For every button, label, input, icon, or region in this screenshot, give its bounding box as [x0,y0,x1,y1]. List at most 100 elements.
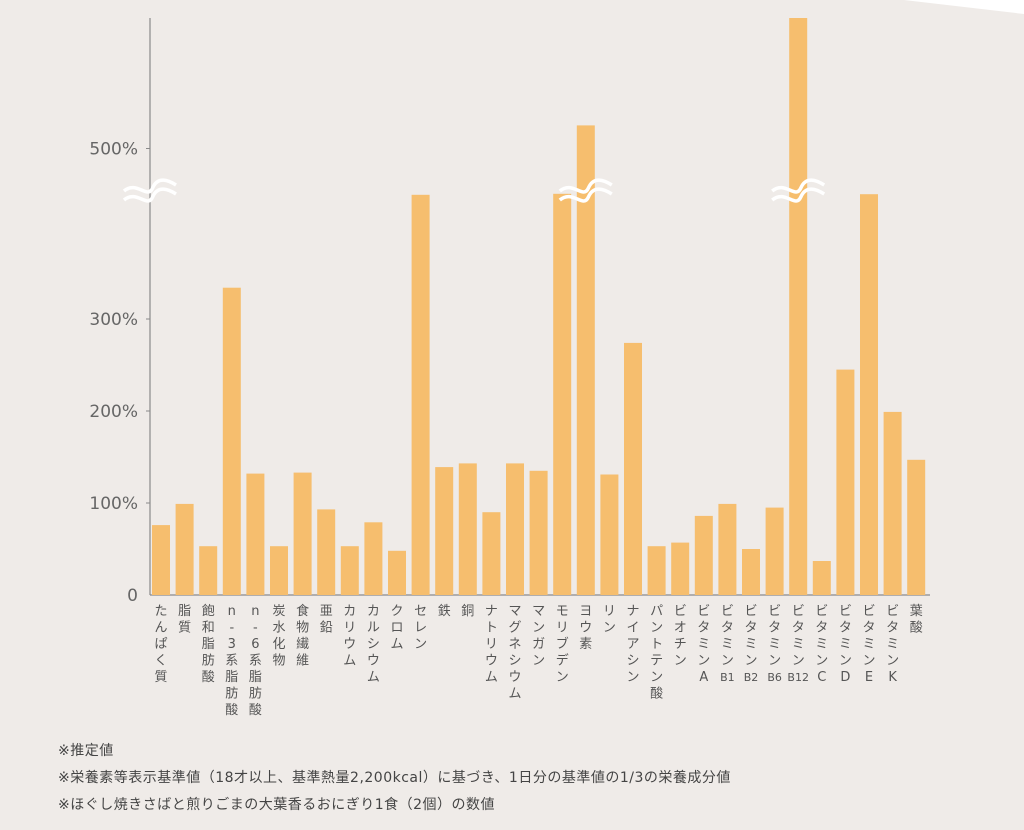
category-label-char: n [228,604,236,619]
category-label-char: ウ [508,670,521,685]
category-label-char: ン [768,654,781,669]
category-label-char: 物 [296,621,309,636]
category-label-char: く [154,654,167,669]
category-label-char: タ [721,621,734,636]
category-label-char: ビ [886,604,899,619]
category-label: 葉酸 [910,604,923,636]
category-label-char: タ [768,621,781,636]
bar [742,549,760,595]
category-label: たんぱく質 [154,604,167,685]
category-label-char: 素 [579,637,592,652]
category-label-char: ナ [485,604,498,619]
category-label-char: シ [508,654,521,669]
category-label-char: ネ [508,637,521,652]
category-label-char: ビ [839,604,852,619]
category-label-char: 肪 [225,686,238,702]
category-label-char: ム [367,670,380,685]
category-label-char: レ [414,621,427,636]
category-label-char: チ [674,637,687,652]
bar-break-mark [558,178,613,203]
category-label-char: リ [485,637,498,652]
category-label-char: ン [650,670,663,685]
axis-break-mark [122,178,177,203]
category-label-char: ト [485,621,498,636]
y-tick-label: 0 [127,586,138,606]
category-label-char: 肪 [249,686,262,702]
bar [175,503,194,595]
category-label-char: 和 [202,621,215,636]
category-label-char: ビ [768,604,781,619]
category-label: ビタミン C [815,604,828,685]
bar [694,515,713,595]
category-label: 亜鉛 [320,604,333,636]
category-label-char: ン [674,654,687,669]
category-label-char: 酸 [910,621,923,636]
bar [624,342,642,595]
bar [458,463,477,595]
category-label-char: セ [414,604,427,619]
category-label-char: ぱ [154,637,167,652]
category-label-char: マ [508,604,521,619]
category-label: ナイアシン [626,604,639,685]
category-label-char: ウ [343,637,356,652]
category-label-char: 亜 [320,604,333,619]
category-label: ビタミン D [839,604,852,685]
category-label-char: ン [886,654,899,669]
category-label-char: 水 [272,621,285,636]
category-label-char: カ [343,604,356,619]
category-label-char: ン [532,654,545,669]
y-tick-label: 500% [89,140,138,160]
bar [364,522,383,595]
category-label-char: 化 [272,637,285,652]
category-label-char: リ [556,621,569,636]
category-label-char: た [154,604,167,619]
bar [388,550,406,595]
category-label-char: E [865,670,873,685]
category-label-char: n [251,604,259,619]
category-label-char: ウ [367,654,380,669]
bar [883,411,902,595]
category-label-char: ン [792,654,805,669]
corner-decoration [904,0,1024,14]
bar [553,193,572,596]
category-label-char: ア [626,637,639,652]
bar [812,561,831,595]
category-label-char: タ [862,621,875,636]
category-label-char: リ [603,604,616,619]
category-label-char: ン [626,670,639,685]
category-label-char: K [888,670,897,685]
category-label-char: ル [367,621,380,636]
category-label-char: B6 [767,671,782,684]
break-stroke [122,178,177,194]
category-label: 鉄 [438,604,451,619]
category-label-char: ク [390,604,403,619]
y-tick-label: 100% [89,494,138,514]
category-label-char: 鉄 [438,604,451,619]
category-label-char: ン [532,621,545,636]
category-label-char: ウ [485,654,498,669]
category-label-char: パ [650,604,663,619]
category-label-char: B12 [787,671,809,684]
category-label-char: 葉 [910,604,923,619]
category-label-char: ン [839,654,852,669]
category-label-char: - [253,621,258,636]
category-label-char: 脂 [249,670,262,685]
category-label-char: ビ [792,604,805,619]
category-label-char: ン [603,621,616,636]
category-label: ヨウ素 [579,604,592,652]
category-label: モリブデン [556,604,569,685]
category-label: ビタミン K [886,604,899,685]
category-label: ビタミン B1 [720,604,735,684]
category-label-char: ト [650,637,663,652]
bar [718,503,737,595]
category-label: カリウム [343,604,356,669]
category-label-char: ン [414,637,427,652]
category-label-char: 酸 [650,687,663,702]
category-label-char: シ [626,654,639,669]
category-label-char: タ [792,621,805,636]
category-label: 炭水化物 [272,604,285,669]
category-label-char: ビ [744,604,757,619]
category-label-char: 銅 [461,604,474,619]
bar [340,546,359,595]
category-label-char: モ [556,604,569,619]
